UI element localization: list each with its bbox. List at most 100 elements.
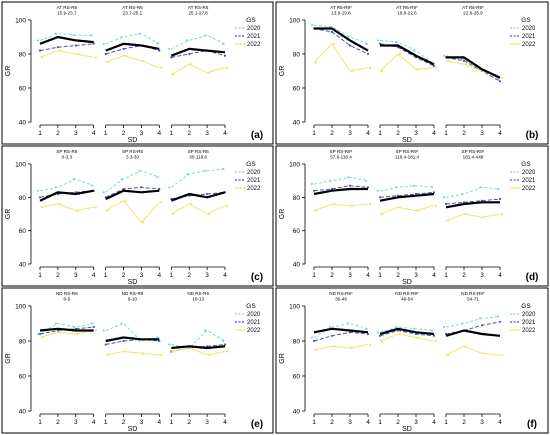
data-point-2021 [366,332,370,336]
data-point-2020 [204,169,207,172]
x-tick-label: 4 [366,419,370,426]
x-tick-label: 2 [462,419,466,426]
data-point-2020 [138,32,141,35]
y-tick-label: 100 [289,162,300,169]
mean-line [313,327,369,334]
legend-label: 2022 [247,186,261,192]
facet-subtitle: 57.6-118.4 [330,155,352,160]
data-point-2021 [92,42,95,45]
legend-label: 2022 [522,186,536,192]
facet-title: SP RS-R6 [56,149,78,154]
data-point-2022 [380,212,384,216]
x-tick-label: 2 [462,130,466,137]
series-line-2020 [379,185,435,192]
x-tick-label: 4 [366,272,370,279]
x-tick-label: 4 [223,272,227,279]
data-point-2020 [156,336,159,339]
legend-label: 2022 [522,328,536,334]
x-tick-label: 1 [104,272,108,279]
data-point-2021 [432,64,436,67]
data-point-2020 [376,331,380,334]
panel-border [275,1,549,145]
series-line-2021 [379,191,435,198]
y-tick-label: 40 [293,409,301,416]
x-tick-label: 1 [312,272,316,279]
data-point-2022 [380,339,384,343]
x-axis-label: SD [402,279,412,286]
data-point-2020 [120,177,123,181]
data-point-2022 [464,345,468,348]
data-point-2020 [156,176,159,179]
data-point-2022 [446,219,450,222]
mean-line [170,47,226,57]
data-point-2020 [221,339,225,343]
x-tick-label: 2 [187,272,191,279]
x-tick-label: 4 [223,130,227,137]
data-point-2020 [412,49,416,52]
series-line-2022 [313,43,369,72]
y-tick-label: 60 [19,374,27,381]
data-point-2021 [378,196,382,199]
series-line-2020 [171,168,226,188]
series-line-2021 [445,198,501,205]
data-point-2021 [366,52,370,56]
data-point-2022 [76,209,79,212]
data-point-2021 [330,30,334,33]
data-point-2020 [72,325,75,329]
data-point-2020 [90,184,93,187]
x-tick-label: 1 [378,130,382,137]
data-point-2020 [72,34,75,37]
data-point-2020 [186,172,189,176]
facet-subtitle: 13.9-19.8 [331,11,351,16]
data-point-2022 [58,331,62,334]
data-point-2022 [416,209,420,212]
data-point-2022 [332,202,336,206]
data-point-2021 [348,44,352,47]
facet-subtitle: 3.3-30 [126,155,139,160]
data-point-2022 [94,56,97,59]
data-point-2022 [314,209,318,212]
series-line-2020 [105,322,160,342]
legend-label: 2020 [522,312,536,318]
data-point-2022 [398,332,402,336]
series-line-2022 [171,63,226,75]
data-point-2021 [122,47,125,51]
data-point-2022 [76,52,79,56]
x-tick-label: 2 [122,130,126,137]
data-point-2021 [158,187,161,191]
x-tick-label: 1 [444,272,448,279]
y-tick-label: 40 [19,120,27,127]
x-axis-label: SD [402,426,412,433]
mean-line [105,189,160,200]
data-point-2022 [40,206,44,209]
y-tick-label: 100 [289,18,300,25]
y-tick-label: 40 [293,262,301,269]
data-point-2022 [368,343,372,346]
data-point-2021 [170,56,173,59]
data-point-2022 [142,352,145,355]
data-point-2020 [394,186,398,189]
data-point-2022 [446,353,450,357]
data-point-2021 [38,49,42,52]
data-point-2021 [74,44,77,47]
x-tick-label: 4 [498,272,502,279]
data-point-2022 [106,209,109,212]
data-point-2020 [102,329,105,332]
data-point-2021 [444,202,448,206]
legend-label: 2021 [522,178,536,184]
data-point-2022 [58,49,62,52]
facet-title: SP RS-R9* [396,149,419,154]
y-tick-label: 60 [293,374,301,381]
data-point-2022 [94,329,97,332]
x-tick-label: 2 [330,272,334,279]
series-line-2020 [39,178,94,192]
facet-title: AT R6-R9* [396,5,418,10]
series-line-2022 [379,333,435,342]
data-point-2022 [208,353,211,357]
y-tick-label: 40 [19,409,27,416]
data-point-2020 [310,336,314,339]
data-point-2022 [106,61,109,64]
data-point-2020 [36,39,40,42]
x-tick-label: 4 [92,419,96,426]
